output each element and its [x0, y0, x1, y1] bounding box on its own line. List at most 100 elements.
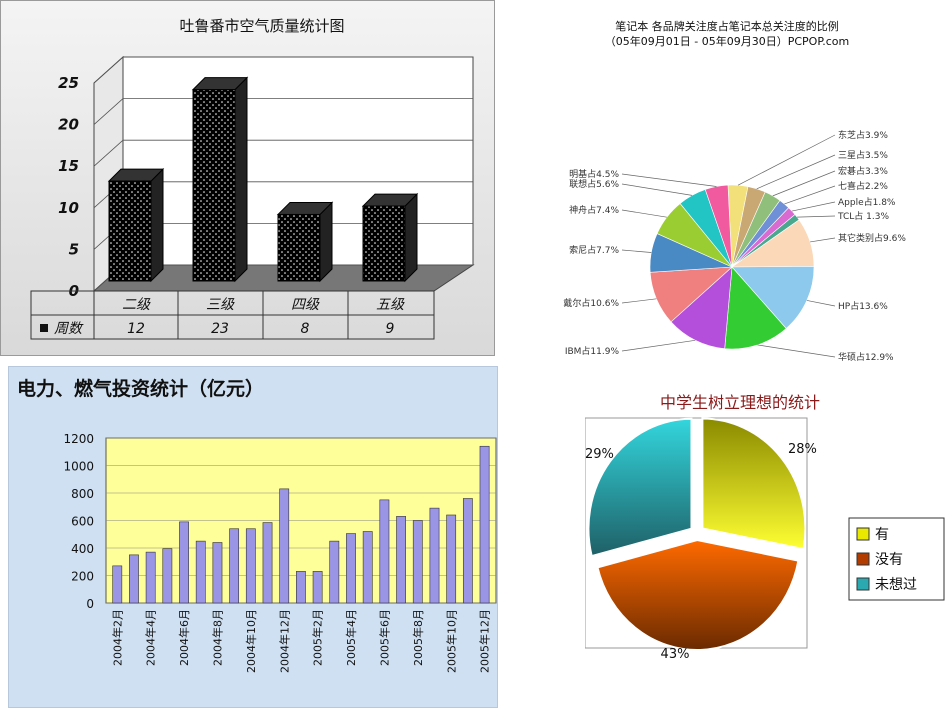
legend-swatch [856, 552, 870, 566]
bar [462, 498, 473, 604]
leader-line [791, 201, 836, 212]
bar [362, 205, 406, 282]
leader-line [737, 134, 836, 186]
leader-line [797, 215, 836, 218]
slice-label: 东芝占3.9% [838, 129, 888, 141]
bar [429, 507, 440, 604]
y-tick-label: 15 [58, 157, 79, 175]
ideal-pie-panel: 中学生树立理想的统计 28% 43% 29% 有 没有 未想过 [585, 380, 950, 713]
power-chart-panel: 电力、燃气投资统计（亿元） 0 200 400 600 800 1000 1200 2004… [8, 366, 498, 708]
leader-line [621, 249, 652, 253]
y-tick-label: 1200 [63, 432, 94, 446]
turpan-chart-panel: 吐鲁番市空气质量统计图 0 5 10 15 20 25 二级 三级 四级 五级 周数 12… [0, 0, 495, 356]
leader-line [756, 154, 836, 190]
pie-slice [670, 266, 733, 349]
x-tick-label: 2004年12月 [277, 609, 291, 673]
bar [229, 528, 240, 604]
y-tick-label: 0 [86, 597, 94, 611]
pie-slice [731, 266, 815, 329]
category-label: 三级 [206, 297, 235, 313]
bar-side [234, 76, 248, 283]
bars [107, 76, 419, 283]
slice-label: IBM占11.9% [565, 345, 620, 357]
legend-swatch [856, 577, 870, 591]
chart-subtitle: （05年09月01日 - 05年09月30日）PCPOP.com [605, 34, 849, 48]
legend-label: 有 [875, 527, 889, 543]
bar [412, 520, 423, 604]
slice-label: 其它类别占9.6% [838, 232, 906, 244]
y-tick-label: 200 [71, 570, 94, 584]
slice-label: HP占13.6% [838, 300, 888, 312]
x-tick-label: 2005年8月 [411, 609, 425, 666]
x-axis-labels: 2004年2月 2004年4月 2004年6月 2004年8月 2004年10月 2004… [110, 609, 491, 673]
bar-side [319, 201, 333, 283]
bar [296, 571, 306, 604]
pie-slice [724, 266, 787, 350]
chart-title: 吐鲁番市空气质量统计图 [179, 17, 344, 35]
legend-swatch [40, 324, 48, 332]
bar-side [150, 167, 164, 283]
gridline [93, 98, 124, 125]
bar [112, 565, 123, 604]
leader-line [621, 183, 693, 196]
power-bar-chart: 电力、燃气投资统计（亿元） 0 200 400 600 800 1000 1200 2004… [17, 377, 497, 673]
value-label: 23 [211, 321, 229, 337]
x-tick-label: 2005年6月 [377, 609, 391, 666]
leader-line [621, 298, 657, 304]
gridline [93, 139, 124, 167]
bar [245, 528, 256, 604]
chart-title: 电力、燃气投资统计（亿元） [17, 377, 264, 400]
leader-line [757, 344, 836, 358]
slice-label: 43% [661, 647, 690, 662]
y-tick-label: 400 [71, 542, 94, 556]
y-tick-label: 5 [69, 240, 79, 258]
bar [129, 554, 139, 604]
pie-slice [587, 417, 693, 558]
leader-line [772, 170, 836, 197]
slice-label: 戴尔占10.6% [563, 297, 619, 309]
leader-line [621, 339, 696, 352]
bar-side [404, 192, 418, 283]
slice-label: 29% [585, 447, 614, 462]
pie: 东芝占3.9% 三星占3.5% 宏碁占3.3% 七喜占2.2% Apple占1.8% TC… [563, 129, 906, 363]
ideal-pie-chart: 中学生树立理想的统计 28% 43% 29% 有 没有 未想过 [585, 393, 945, 662]
bar [162, 548, 173, 604]
data-table: 二级 三级 四级 五级 周数 12 23 8 9 [30, 290, 435, 340]
y-tick-label: 800 [71, 487, 94, 501]
slice-label: Apple占1.8% [838, 196, 896, 208]
y-tick-label: 10 [58, 199, 79, 217]
leader-line [810, 237, 836, 243]
x-tick-label: 2004年4月 [144, 609, 158, 666]
slice-label: 七喜占2.2% [838, 180, 888, 192]
leader-line [621, 209, 667, 218]
laptop-pie-chart: 笔记本 各品牌关注度占笔记本总关注度的比例 （05年09月01日 - 05年09… [563, 19, 906, 363]
series-label: 周数 [54, 321, 84, 337]
category-label: 四级 [291, 297, 320, 313]
bars [112, 445, 490, 604]
value-label: 8 [301, 321, 310, 337]
slice-label: 联想占5.6% [569, 178, 619, 190]
gridline [93, 56, 124, 84]
legend: 有 没有 未想过 [848, 517, 945, 601]
y-tick-label: 1000 [63, 460, 94, 474]
bar [179, 521, 189, 604]
x-tick-label: 2004年2月 [110, 609, 124, 666]
legend-label: 未想过 [875, 577, 917, 593]
bar [192, 89, 236, 282]
slice-label: 三星占3.5% [838, 149, 888, 161]
category-label: 五级 [376, 297, 405, 313]
bar [195, 540, 206, 604]
slice-label: 明基占4.5% [569, 168, 619, 180]
leader-line [621, 173, 717, 187]
x-tick-label: 2004年6月 [177, 609, 191, 666]
bar [379, 499, 390, 604]
leader-line [784, 185, 836, 205]
x-tick-label: 2004年8月 [211, 609, 225, 666]
x-tick-label: 2005年10月 [444, 609, 458, 673]
category-label: 二级 [122, 297, 151, 313]
bar [279, 488, 290, 604]
x-tick-label: 2005年12月 [478, 609, 492, 673]
pie-slice [704, 184, 733, 268]
